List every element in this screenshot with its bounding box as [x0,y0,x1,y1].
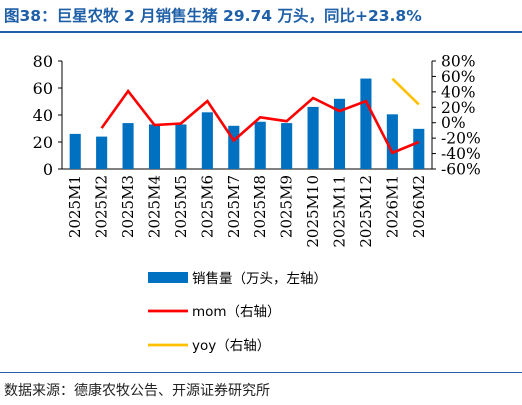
legend-label: 销售量（万头，左轴） [192,271,327,287]
left-axis-tick-label: 80 [33,52,53,71]
chart: 0 20 40 60 80 -60%-40%-20%0%20%40%60%80% 2025… [33,52,481,354]
left-axis-tick-label: 40 [33,106,53,125]
left-axis-tick-label: 20 [33,133,53,152]
x-tick-label: 2025M2 [93,175,111,238]
x-tick-label: 2025M7 [225,175,243,238]
right-axis-tick-label: 0% [441,114,466,132]
x-tick-label: 2025M5 [172,175,190,238]
bar [69,133,81,169]
footer-rule [0,372,522,373]
x-tick-label: 2025M11 [331,175,349,248]
x-tick-labels: 2025M1 2025M2 2025M3 2025M4 2025M5 2025M6 2025… [66,175,428,248]
bar [413,128,425,169]
right-axis-tick-label: 80% [441,53,475,71]
bar [201,112,213,169]
x-tick-label: 2025M1 [66,175,84,238]
x-tick-label: 2025M9 [278,175,296,238]
bar [148,124,161,169]
x-tick-label: 2025M3 [119,175,137,238]
bar [281,123,293,169]
left-axis-tick-label: 0 [43,160,53,179]
right-axis-tick-label: 40% [441,83,475,101]
bar [333,98,346,169]
legend-label: yoy（右轴） [192,338,270,354]
legend-swatch-bar [148,272,188,283]
legend-label: mom（右轴） [192,304,281,320]
bar [360,78,372,169]
right-axis-tick-label: 20% [441,99,475,117]
bar [175,124,187,169]
bar [386,114,398,169]
x-tick-label: 2025M4 [146,175,164,238]
legend: 销售量（万头，左轴） mom（右轴） yoy（右轴） [148,271,327,354]
title-rule [0,31,522,33]
bar [122,123,134,169]
x-tick-label: 2025M10 [304,175,322,248]
bar [254,121,266,169]
x-tick-label: 2026M2 [410,175,428,238]
bar [307,106,319,169]
right-axis-tick-label: -40% [441,145,481,163]
bar [96,136,108,169]
source-note: 数据来源：德康农牧公告、开源证券研究所 [4,383,270,399]
x-tick-label: 2025M12 [357,175,375,248]
right-axis-tick-label: -60% [441,161,481,179]
chart-axes: 0 20 40 60 80 -60%-40%-20%0%20%40%60%80% [33,52,481,179]
x-tick-label: 2025M6 [198,175,216,238]
line-series [100,77,420,155]
right-axis-tick-label: -20% [441,130,481,148]
figure-title: 图38：巨星农牧 2 月销售生猪 29.74 万头，同比+23.8% [4,7,422,25]
bar [228,125,240,169]
bar-series [69,78,425,169]
x-tick-label: 2026M1 [383,175,401,238]
yoy-line [391,77,420,106]
mom-line [100,88,420,155]
x-tick-label: 2025M8 [251,175,269,238]
left-axis-tick-label: 60 [33,79,53,98]
right-axis-tick-label: 60% [441,68,475,86]
